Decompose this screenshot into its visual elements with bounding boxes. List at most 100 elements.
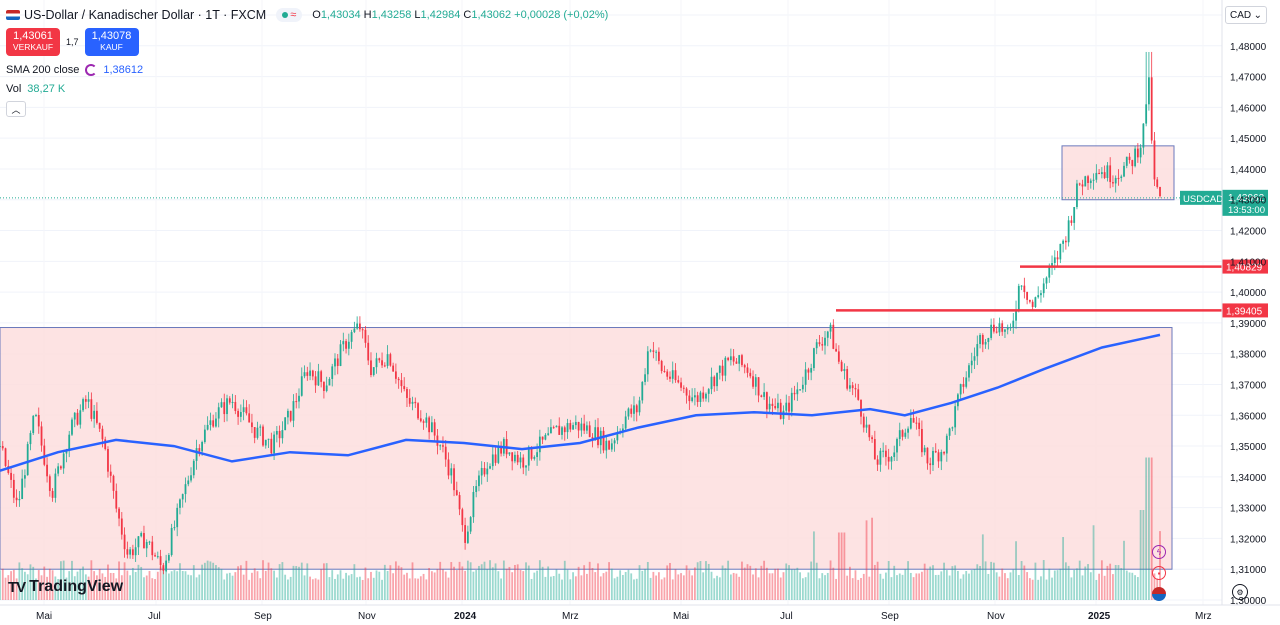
candle-body bbox=[909, 418, 912, 429]
sma-indicator[interactable]: SMA 200 close 1,38612 bbox=[6, 64, 144, 76]
volume-bar bbox=[320, 569, 323, 600]
candle-body bbox=[154, 555, 156, 557]
calendar-flag-icon[interactable]: ▪ bbox=[1152, 566, 1166, 580]
volume-bar bbox=[73, 576, 76, 600]
buy-button[interactable]: 1,43078 KAUF bbox=[84, 28, 139, 56]
settings-icon[interactable]: ⚙ bbox=[1232, 584, 1248, 600]
candle-body bbox=[959, 384, 962, 395]
candle-body bbox=[134, 547, 137, 556]
volume-bar bbox=[992, 562, 995, 600]
volume-bar bbox=[187, 574, 190, 600]
candle-body bbox=[815, 342, 818, 349]
candle-body bbox=[907, 428, 909, 433]
candle-body bbox=[0, 446, 1, 448]
volume-bar bbox=[1017, 575, 1020, 600]
volume-bar bbox=[1042, 560, 1045, 600]
candle-body bbox=[411, 401, 414, 404]
candle-body bbox=[1020, 285, 1023, 287]
volume-bar bbox=[599, 576, 602, 600]
volume-bar bbox=[1001, 568, 1004, 600]
candle-body bbox=[735, 361, 738, 364]
candle-body bbox=[633, 405, 635, 414]
volume-bar bbox=[300, 562, 303, 600]
candle-body bbox=[195, 448, 198, 461]
last-price-tag bbox=[1222, 189, 1268, 216]
volume-bar bbox=[176, 571, 179, 600]
tradingview-logo[interactable]: TV TradingView bbox=[8, 578, 124, 596]
candle-body bbox=[245, 407, 248, 414]
volume-bar bbox=[292, 565, 295, 600]
volume-bar bbox=[630, 573, 633, 600]
candle-body bbox=[256, 427, 259, 438]
candle-body bbox=[926, 447, 929, 464]
candle-body bbox=[837, 351, 840, 362]
volume-bar bbox=[414, 578, 417, 600]
candle-body bbox=[912, 418, 915, 423]
candle-body bbox=[273, 434, 275, 454]
candle-body bbox=[1103, 172, 1106, 178]
volume-bar bbox=[359, 576, 361, 600]
symbol-title[interactable]: US-Dollar / Kanadischer Dollar · 1T · FX… bbox=[24, 8, 267, 22]
volume-bar bbox=[151, 578, 154, 600]
candle-body bbox=[1156, 179, 1159, 187]
y-tick-label: 1,47000 bbox=[1230, 73, 1267, 84]
volume-bar bbox=[364, 567, 367, 600]
candle-body bbox=[754, 377, 757, 387]
candle-body bbox=[1114, 177, 1117, 184]
candle-body bbox=[752, 376, 754, 387]
volume-bar bbox=[386, 570, 389, 600]
volume-bar bbox=[608, 562, 610, 600]
volume-bar bbox=[253, 568, 256, 600]
volume-bar bbox=[671, 579, 674, 600]
candle-body bbox=[666, 371, 669, 377]
volume-bar bbox=[428, 567, 431, 600]
candle-body bbox=[990, 324, 993, 338]
candle-body bbox=[76, 412, 79, 425]
volume-bar bbox=[12, 569, 15, 600]
currency-selector[interactable]: CAD ⌄ bbox=[1225, 6, 1267, 24]
volume-bar bbox=[929, 566, 932, 600]
volume-indicator[interactable]: Vol 38,27 K bbox=[6, 83, 66, 95]
candle-body bbox=[630, 408, 633, 414]
candle-body bbox=[1, 446, 4, 449]
candle-body bbox=[1078, 183, 1081, 185]
candle-body bbox=[586, 425, 588, 431]
volume-bar bbox=[768, 573, 771, 600]
candle-body bbox=[455, 490, 458, 496]
volume-bar bbox=[569, 579, 572, 600]
us-flag-icon[interactable] bbox=[1152, 587, 1166, 601]
candle-body bbox=[109, 471, 112, 476]
wave-icon: ≈ bbox=[290, 9, 297, 21]
candle-body bbox=[328, 378, 331, 386]
volume-bar bbox=[824, 575, 826, 600]
volume-bar bbox=[129, 575, 132, 600]
candle-body bbox=[1070, 220, 1073, 223]
volume-bar bbox=[851, 578, 854, 600]
candle-body bbox=[527, 446, 530, 466]
candle-body bbox=[306, 372, 309, 376]
sell-button[interactable]: 1,43061 VERKAUF bbox=[6, 28, 60, 56]
candle-body bbox=[658, 351, 660, 361]
level-price-tag bbox=[1222, 259, 1268, 274]
candle-body bbox=[807, 369, 810, 373]
volume-bar bbox=[408, 578, 411, 600]
candle-body bbox=[137, 536, 140, 548]
y-tick-label: 1,32000 bbox=[1230, 534, 1267, 545]
candle-body bbox=[1112, 182, 1114, 184]
collapse-legend-button[interactable]: ︿ bbox=[6, 101, 26, 117]
volume-bar bbox=[472, 571, 475, 600]
lightning-icon[interactable]: ϟ bbox=[1152, 545, 1166, 559]
volume-bar bbox=[217, 567, 220, 600]
y-tick-label: 1,42000 bbox=[1230, 227, 1267, 238]
candle-body bbox=[18, 499, 21, 501]
candle-body bbox=[430, 422, 433, 433]
market-status[interactable]: ≈ bbox=[276, 8, 303, 22]
candle-body bbox=[860, 399, 862, 417]
volume-bar bbox=[921, 571, 923, 600]
candle-body bbox=[469, 517, 472, 532]
y-tick-label: 1,34000 bbox=[1230, 473, 1267, 484]
volume-bar bbox=[262, 560, 264, 600]
candle-body bbox=[705, 393, 707, 399]
candle-body bbox=[317, 371, 320, 386]
